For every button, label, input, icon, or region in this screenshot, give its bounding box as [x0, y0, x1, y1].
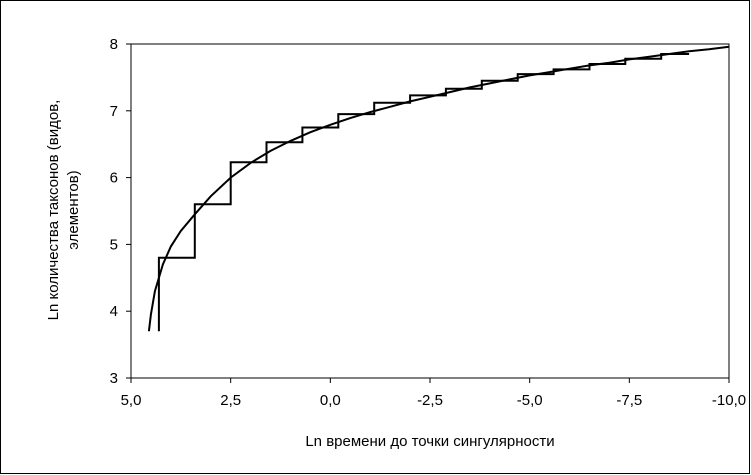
y-axis-title-line-2: элементов) [65, 170, 82, 249]
x-tick-label: 0,0 [320, 392, 341, 409]
x-tick-label: -7,5 [616, 392, 642, 409]
ticks-layer: 3 4 5 6 7 8 5,0 2,5 0,0 -2,5 -5,0 -7,5 -10,0 [110, 36, 746, 409]
step-series-line [157, 53, 690, 332]
x-tick-label: -5,0 [517, 392, 543, 409]
y-tick-label: 5 [110, 236, 118, 253]
series-layer [147, 45, 730, 332]
y-axis-title-line-1: Ln количества таксонов (видов, [45, 100, 62, 321]
x-tick-label: -2,5 [417, 392, 443, 409]
y-tick-label: 7 [110, 103, 118, 120]
y-tick-label: 3 [110, 370, 118, 387]
x-axis-title: Ln времени до точки сингулярности [305, 433, 554, 450]
smooth-series-line [147, 45, 730, 332]
plot-area [130, 43, 730, 379]
y-tick-label: 6 [110, 170, 118, 187]
y-tick-label: 8 [110, 36, 118, 53]
x-tick-label: 5,0 [121, 392, 142, 409]
x-tick-label: -10,0 [712, 392, 746, 409]
y-tick-label: 4 [110, 303, 118, 320]
x-tick-label: 2,5 [220, 392, 241, 409]
